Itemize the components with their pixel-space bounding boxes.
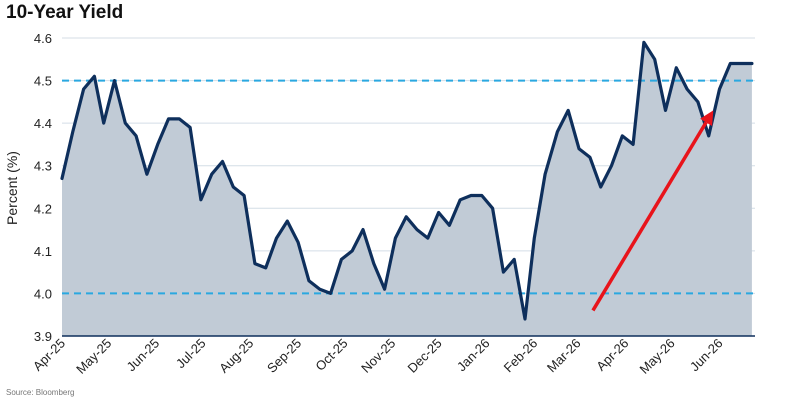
y-tick-label: 3.9 xyxy=(34,329,52,344)
x-tick-label: Oct-25 xyxy=(312,336,350,374)
arrow-head xyxy=(700,110,714,126)
yield-line xyxy=(60,40,754,321)
x-tick-label: Jun-26 xyxy=(687,336,726,375)
x-tick-label: Jul-25 xyxy=(173,336,209,372)
x-tick-label: Dec-25 xyxy=(404,336,444,376)
x-tick-label: Jun-25 xyxy=(124,336,163,375)
y-tick-label: 4.1 xyxy=(34,244,52,259)
chart-title: 10-Year Yield xyxy=(6,2,124,23)
x-tick-label: Apr-26 xyxy=(593,336,631,374)
x-tick-label: May-25 xyxy=(73,336,114,377)
yield-area-fill xyxy=(62,42,752,337)
x-tick-label: Nov-25 xyxy=(358,336,398,376)
x-tick-label: May-26 xyxy=(637,336,678,377)
y-tick-label: 4.4 xyxy=(34,116,52,131)
arrow-shaft xyxy=(591,121,708,312)
x-tick-labels: Apr-25 May-25 Jun-25 Jul-25 Aug-25 Sep-25 Oct-… xyxy=(30,336,726,377)
y-tick-label: 4.6 xyxy=(34,31,52,46)
x-tick-label: Aug-25 xyxy=(216,336,256,376)
source-note: Source: Bloomberg xyxy=(6,388,75,397)
x-tick-label: Feb-26 xyxy=(501,336,541,376)
x-tick-label: Jan-26 xyxy=(454,336,493,375)
y-tick-labels: 3.9 4.0 4.1 4.2 4.3 4.4 4.5 4.6 xyxy=(34,31,52,344)
x-tick-label: Sep-25 xyxy=(264,336,304,376)
x-tick-label: Mar-26 xyxy=(544,336,584,376)
y-axis-title: Percent (%) xyxy=(4,151,20,225)
y-tick-label: 4.2 xyxy=(34,201,52,216)
trend-arrow xyxy=(591,110,714,312)
y-tick-label: 4.0 xyxy=(34,286,52,301)
y-tick-label: 4.5 xyxy=(34,74,52,89)
y-tick-label: 4.3 xyxy=(34,159,52,174)
